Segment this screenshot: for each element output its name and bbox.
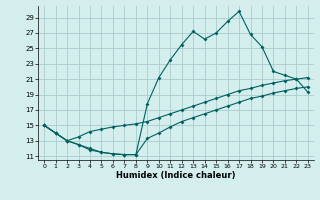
X-axis label: Humidex (Indice chaleur): Humidex (Indice chaleur) <box>116 171 236 180</box>
